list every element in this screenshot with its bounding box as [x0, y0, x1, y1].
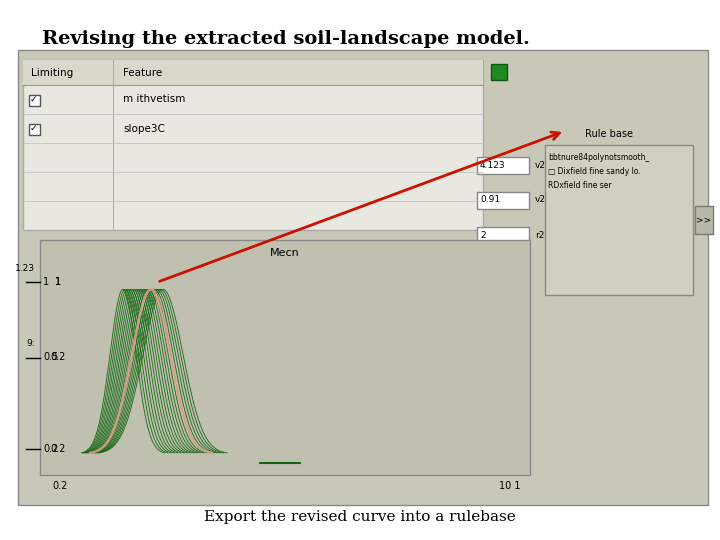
Bar	[23, 60, 483, 85]
Text: 2: 2	[480, 231, 485, 240]
Bar	[29, 124, 40, 134]
Text: Limiting: Limiting	[31, 68, 73, 78]
Text: 1.23: 1.23	[15, 264, 35, 273]
Text: ✓: ✓	[30, 124, 37, 133]
Text: Export the revised curve into a rulebase: Export the revised curve into a rulebase	[204, 510, 516, 524]
Bar	[477, 157, 529, 174]
Text: 0.2: 0.2	[43, 444, 58, 454]
Text: Revising the extracted soil-landscape model.: Revising the extracted soil-landscape mo…	[42, 30, 530, 48]
Text: 1: 1	[55, 278, 61, 287]
Text: 9:: 9:	[27, 339, 35, 348]
Text: 1: 1	[55, 278, 61, 287]
Bar	[491, 64, 507, 80]
Text: r2: r2	[535, 231, 544, 240]
Bar	[40, 240, 530, 475]
Text: 0.2: 0.2	[53, 481, 68, 491]
Text: 10 1: 10 1	[499, 481, 521, 491]
Text: Rule base: Rule base	[585, 129, 633, 139]
Text: bbtnure84polynotsmooth_: bbtnure84polynotsmooth_	[548, 152, 649, 161]
Text: 1: 1	[43, 278, 49, 287]
Text: 0.91: 0.91	[480, 195, 500, 205]
Bar	[29, 94, 40, 105]
Text: v2: v2	[535, 195, 546, 205]
Text: slope3C: slope3C	[123, 124, 165, 133]
Text: 0.2: 0.2	[50, 353, 66, 362]
Text: 0.5: 0.5	[43, 353, 58, 362]
Bar	[18, 50, 708, 505]
Bar	[23, 60, 483, 230]
Text: Feature: Feature	[123, 68, 162, 78]
Text: □ Dixfield fine sandy lo.: □ Dixfield fine sandy lo.	[548, 166, 641, 176]
Text: 0.2: 0.2	[50, 444, 66, 454]
Bar	[477, 227, 529, 244]
Bar	[477, 192, 529, 209]
Text: >>: >>	[696, 215, 711, 225]
Text: Mecn: Mecn	[270, 248, 300, 258]
Bar	[695, 206, 713, 234]
Text: m ithvetism: m ithvetism	[123, 94, 185, 105]
Text: v2: v2	[535, 160, 546, 170]
Text: RDxfield fine ser: RDxfield fine ser	[548, 180, 611, 190]
Bar	[545, 145, 693, 295]
Text: 4.123: 4.123	[480, 160, 505, 170]
Text: ✓: ✓	[30, 95, 37, 104]
